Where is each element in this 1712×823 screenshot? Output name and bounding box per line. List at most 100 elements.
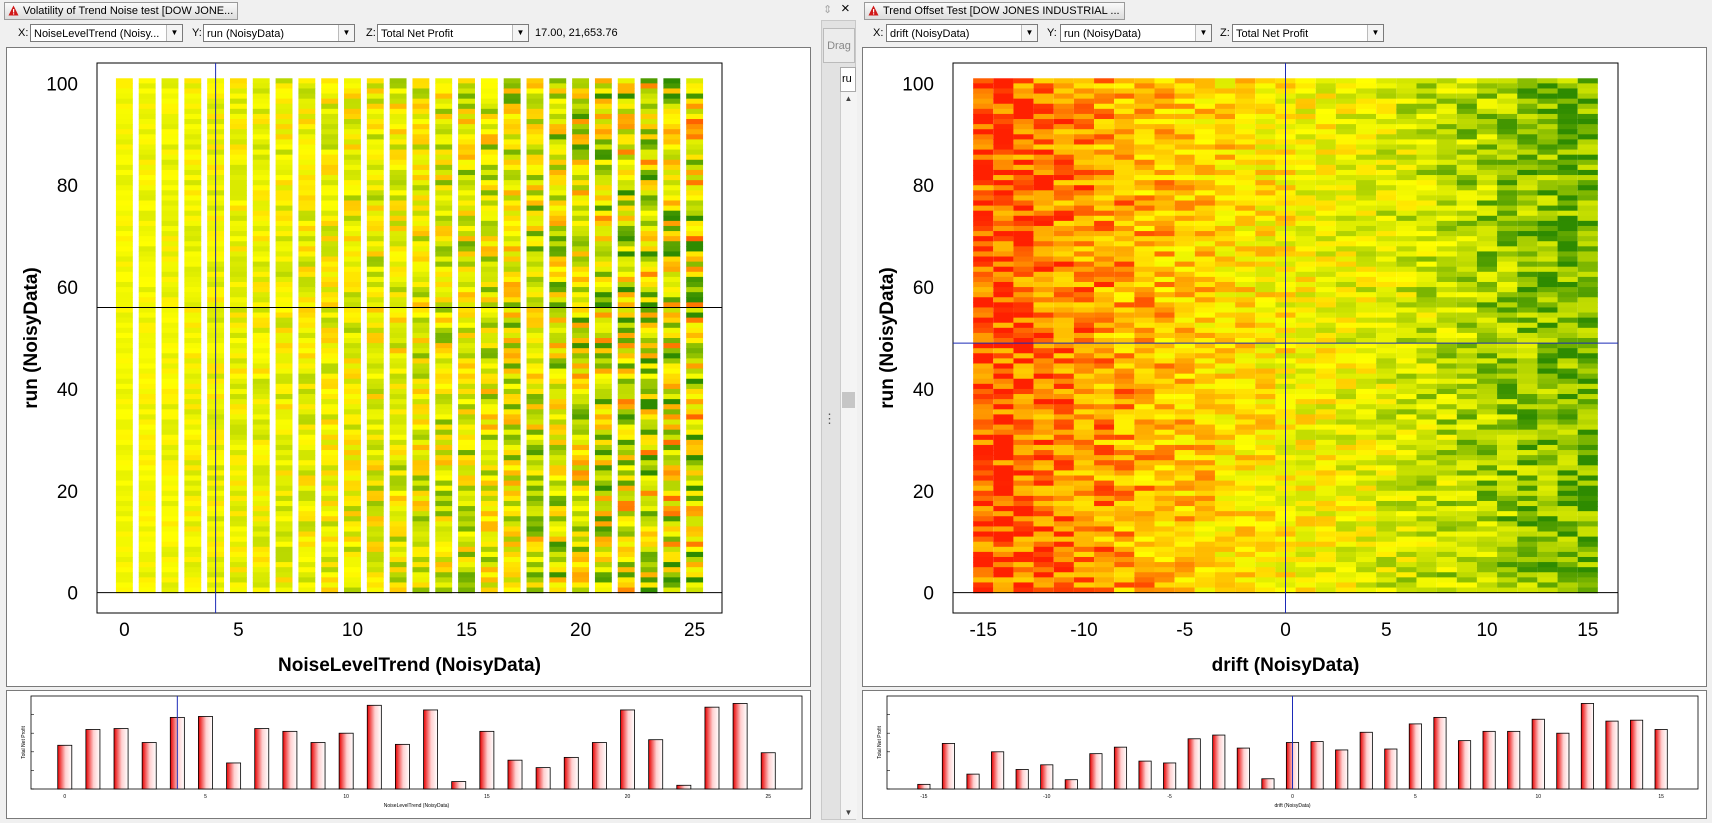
- heatmap-cell[interactable]: [139, 201, 156, 207]
- heatmap-cell[interactable]: [412, 440, 429, 446]
- heatmap-cell[interactable]: [276, 297, 293, 303]
- heatmap-cell[interactable]: [1296, 165, 1316, 171]
- heatmap-cell[interactable]: [412, 496, 429, 502]
- heatmap-cell[interactable]: [527, 506, 544, 512]
- heatmap-cell[interactable]: [1195, 328, 1215, 334]
- heatmap-cell[interactable]: [993, 226, 1013, 232]
- heatmap-cell[interactable]: [1215, 511, 1235, 517]
- heatmap-cell[interactable]: [993, 486, 1013, 492]
- heatmap-cell[interactable]: [458, 99, 475, 105]
- heatmap-cell[interactable]: [1074, 185, 1094, 191]
- heatmap-cell[interactable]: [686, 521, 703, 527]
- heatmap-cell[interactable]: [435, 195, 452, 201]
- heatmap-cell[interactable]: [1296, 277, 1316, 283]
- heatmap-cell[interactable]: [1175, 537, 1195, 543]
- heatmap-cell[interactable]: [1013, 435, 1033, 441]
- heatmap-cell[interactable]: [1175, 516, 1195, 522]
- heatmap-cell[interactable]: [344, 83, 361, 89]
- heatmap-cell[interactable]: [572, 562, 589, 568]
- heatmap-cell[interactable]: [993, 465, 1013, 471]
- heatmap-cell[interactable]: [1296, 414, 1316, 420]
- heatmap-cell[interactable]: [139, 363, 156, 369]
- heatmap-cell[interactable]: [572, 496, 589, 502]
- heatmap-cell[interactable]: [116, 170, 133, 176]
- heatmap-cell[interactable]: [1396, 557, 1416, 563]
- heatmap-cell[interactable]: [1316, 323, 1336, 329]
- heatmap-cell[interactable]: [481, 165, 498, 171]
- heatmap-cell[interactable]: [1396, 165, 1416, 171]
- heatmap-cell[interactable]: [321, 577, 338, 583]
- heatmap-cell[interactable]: [1054, 313, 1074, 319]
- heatmap-cell[interactable]: [1235, 506, 1255, 512]
- heatmap-cell[interactable]: [230, 236, 247, 242]
- heatmap-cell[interactable]: [1074, 201, 1094, 207]
- heatmap-cell[interactable]: [1396, 374, 1416, 380]
- heatmap-cell[interactable]: [458, 195, 475, 201]
- heatmap-cell[interactable]: [139, 394, 156, 400]
- heatmap-cell[interactable]: [116, 486, 133, 492]
- heatmap-cell[interactable]: [1235, 211, 1255, 217]
- heatmap-cell[interactable]: [973, 282, 993, 288]
- heatmap-cell[interactable]: [1316, 358, 1336, 364]
- heatmap-cell[interactable]: [572, 409, 589, 415]
- heatmap-cell[interactable]: [663, 526, 680, 532]
- heatmap-cell[interactable]: [184, 160, 201, 166]
- heatmap-cell[interactable]: [595, 358, 612, 364]
- heatmap-cell[interactable]: [641, 211, 658, 217]
- heatmap-cell[interactable]: [1235, 297, 1255, 303]
- heatmap-cell[interactable]: [1134, 119, 1154, 125]
- heatmap-cell[interactable]: [435, 577, 452, 583]
- heatmap-cell[interactable]: [686, 562, 703, 568]
- heatmap-cell[interactable]: [1054, 465, 1074, 471]
- heatmap-cell[interactable]: [435, 119, 452, 125]
- heatmap-cell[interactable]: [1396, 94, 1416, 100]
- heatmap-cell[interactable]: [298, 491, 315, 497]
- heatmap-cell[interactable]: [230, 511, 247, 517]
- heatmap-cell[interactable]: [253, 430, 270, 436]
- heatmap-cell[interactable]: [1114, 180, 1134, 186]
- heatmap-cell[interactable]: [1034, 150, 1054, 156]
- heatmap-cell[interactable]: [481, 358, 498, 364]
- heatmap-cell[interactable]: [973, 206, 993, 212]
- heatmap-cell[interactable]: [1396, 282, 1416, 288]
- heatmap-cell[interactable]: [686, 430, 703, 436]
- heatmap-cell[interactable]: [367, 419, 384, 425]
- heatmap-cell[interactable]: [572, 134, 589, 140]
- heatmap-cell[interactable]: [162, 369, 179, 375]
- heatmap-cell[interactable]: [1215, 440, 1235, 446]
- heatmap-cell[interactable]: [1155, 552, 1175, 558]
- heatmap-cell[interactable]: [1396, 532, 1416, 538]
- heatmap-cell[interactable]: [1114, 211, 1134, 217]
- heatmap-cell[interactable]: [1235, 491, 1255, 497]
- heatmap-cell[interactable]: [1054, 272, 1074, 278]
- heatmap-cell[interactable]: [1195, 119, 1215, 125]
- heatmap-cell[interactable]: [527, 282, 544, 288]
- heatmap-cell[interactable]: [412, 465, 429, 471]
- heatmap-cell[interactable]: [1336, 506, 1356, 512]
- heatmap-cell[interactable]: [572, 542, 589, 548]
- heatmap-cell[interactable]: [298, 369, 315, 375]
- heatmap-cell[interactable]: [458, 547, 475, 553]
- heatmap-cell[interactable]: [162, 358, 179, 364]
- heatmap-cell[interactable]: [1336, 114, 1356, 120]
- heatmap-cell[interactable]: [1034, 104, 1054, 110]
- heatmap-cell[interactable]: [344, 552, 361, 558]
- heatmap-cell[interactable]: [549, 119, 566, 125]
- heatmap-cell[interactable]: [1356, 511, 1376, 517]
- heatmap-cell[interactable]: [1195, 124, 1215, 130]
- heatmap-cell[interactable]: [435, 175, 452, 181]
- heatmap-cell[interactable]: [1013, 532, 1033, 538]
- heatmap-cell[interactable]: [435, 369, 452, 375]
- heatmap-cell[interactable]: [435, 430, 452, 436]
- heatmap-cell[interactable]: [572, 246, 589, 252]
- heatmap-cell[interactable]: [1114, 231, 1134, 237]
- heatmap-cell[interactable]: [641, 297, 658, 303]
- heatmap-cell[interactable]: [1034, 577, 1054, 583]
- heatmap-cell[interactable]: [458, 496, 475, 502]
- heatmap-cell[interactable]: [1195, 144, 1215, 150]
- heatmap-cell[interactable]: [641, 404, 658, 410]
- heatmap-cell[interactable]: [276, 562, 293, 568]
- heatmap-cell[interactable]: [230, 572, 247, 578]
- heatmap-cell[interactable]: [527, 318, 544, 324]
- heatmap-cell[interactable]: [1175, 211, 1195, 217]
